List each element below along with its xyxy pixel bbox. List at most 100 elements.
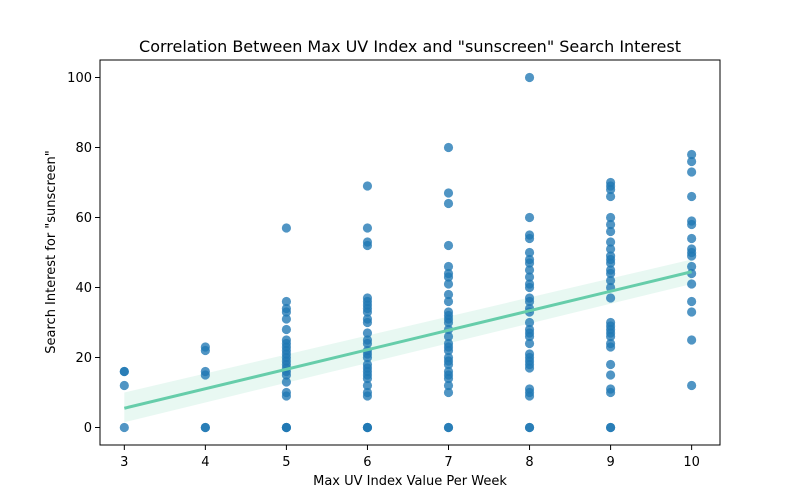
data-point [362, 328, 373, 338]
data-point [443, 380, 454, 391]
data-point [524, 72, 535, 83]
data-point [281, 324, 292, 335]
y-tick-label: 0 [84, 421, 92, 436]
data-point [281, 223, 292, 233]
y-tick-label: 40 [75, 281, 92, 296]
y-tick-label: 20 [75, 351, 92, 366]
data-point [687, 216, 697, 226]
data-point [362, 237, 373, 247]
y-axis-label: Search Interest for "sunscreen" [44, 150, 59, 353]
data-point [524, 349, 535, 359]
data-point [605, 244, 616, 254]
data-point [687, 167, 697, 177]
data-point [605, 338, 616, 349]
data-point [362, 380, 373, 391]
data-point [524, 254, 535, 265]
data-point [605, 384, 616, 394]
data-point [443, 422, 454, 433]
data-point [687, 261, 697, 272]
data-point [524, 247, 535, 258]
data-point [524, 317, 535, 328]
data-point [687, 191, 697, 202]
data-point [443, 331, 454, 342]
x-tick-label: 5 [282, 455, 290, 470]
data-point [524, 265, 535, 275]
data-point [687, 244, 697, 254]
data-point [443, 261, 454, 272]
data-point [281, 377, 292, 387]
x-tick-label: 10 [683, 455, 700, 470]
data-point [605, 317, 616, 328]
x-axis-ticks: 3 4 5 6 7 8 9 10 [120, 445, 700, 470]
data-point [443, 240, 454, 251]
data-point [524, 338, 535, 349]
x-tick-label: 3 [120, 455, 128, 470]
data-point [281, 303, 292, 314]
data-point [605, 177, 616, 188]
regression-line [123, 270, 692, 410]
data-point [605, 275, 616, 286]
data-point [281, 314, 292, 324]
x-tick-label: 6 [363, 455, 371, 470]
plot-frame [99, 59, 721, 446]
x-axis-label: Max UV Index Value Per Week [313, 474, 507, 489]
data-point [119, 366, 129, 377]
data-point [605, 251, 616, 261]
data-point [524, 384, 535, 394]
data-point [362, 335, 373, 345]
data-point [605, 219, 616, 230]
data-point [443, 198, 454, 209]
points-layer [119, 72, 697, 433]
data-point [687, 233, 697, 244]
x-tick-label: 4 [201, 455, 209, 470]
chart-title: Correlation Between Max UV Index and "su… [139, 37, 681, 56]
regression-line-layer [123, 270, 692, 410]
x-tick-label: 9 [606, 455, 614, 470]
data-point [443, 142, 454, 153]
data-point [524, 272, 535, 282]
data-point [687, 156, 697, 167]
data-point [443, 366, 454, 377]
data-point [605, 265, 616, 275]
data-point [605, 191, 616, 202]
data-point [605, 212, 616, 223]
data-point [362, 387, 373, 398]
data-point [443, 188, 454, 198]
y-tick-label: 100 [67, 71, 92, 86]
data-point [605, 226, 616, 237]
y-tick-label: 80 [75, 141, 92, 156]
data-point [443, 387, 454, 398]
data-point [443, 268, 454, 279]
data-point [200, 342, 210, 352]
data-point [281, 335, 292, 345]
data-point [362, 181, 373, 191]
x-tick-label: 8 [525, 455, 533, 470]
data-point [281, 296, 292, 307]
data-point [687, 307, 697, 317]
data-point [524, 212, 535, 223]
data-point [687, 335, 697, 345]
data-point [119, 422, 129, 433]
data-point [605, 422, 616, 433]
data-point [443, 352, 454, 363]
data-point [605, 359, 616, 370]
data-point [443, 296, 454, 307]
data-point [524, 293, 535, 303]
data-point [687, 296, 697, 307]
data-point [605, 237, 616, 247]
data-point [362, 359, 373, 370]
data-point [524, 422, 535, 433]
data-point [524, 279, 535, 289]
data-point [443, 307, 454, 317]
data-point [200, 422, 210, 433]
data-point [443, 279, 454, 289]
data-point [119, 380, 129, 391]
data-point [605, 370, 616, 380]
data-point [687, 279, 697, 289]
data-point [687, 380, 697, 391]
data-point [362, 293, 373, 303]
data-point [281, 422, 292, 433]
y-axis-ticks: 0 20 40 60 80 100 [67, 71, 100, 436]
data-point [362, 422, 373, 433]
